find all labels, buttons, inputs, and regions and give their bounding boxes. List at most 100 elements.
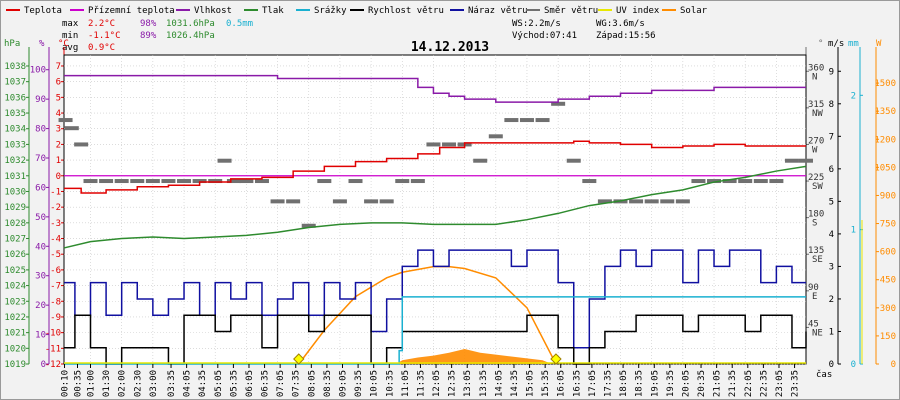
time-tick-label: 02:00	[118, 370, 128, 397]
wind-direction-mark	[332, 199, 347, 204]
hpa-axis-tick-label: 1036	[4, 93, 26, 103]
w-axis-tick-label: 1200	[874, 135, 896, 145]
wind-direction-mark	[145, 179, 160, 184]
time-tick-label: 07:35	[292, 370, 302, 397]
wind-direction-mark	[208, 179, 223, 184]
ms-axis-tick-label: 4	[829, 230, 834, 240]
time-tick-label: 03:35	[167, 370, 177, 397]
humidity-line	[64, 74, 806, 103]
wind-direction-mark	[551, 101, 566, 106]
temp-axis-tick-label: -7	[50, 282, 61, 292]
temp-axis-tick-label: 5	[56, 93, 61, 103]
temp-axis-tick-label: -8	[50, 297, 61, 307]
dir-axis-tick-label: 225	[808, 173, 824, 183]
wind-direction-mark	[504, 118, 519, 123]
time-tick-label: 01:00	[87, 370, 97, 397]
plot-area	[58, 54, 813, 365]
dir-axis-tick-label: 270	[808, 136, 824, 146]
hpa-axis-tick-label: 1023	[4, 297, 26, 307]
time-tick-label: 11:35	[416, 370, 426, 397]
legend-label: Vlhkost	[194, 6, 232, 16]
pct-axis-tick-label: 70	[35, 154, 46, 164]
wind-direction-mark	[254, 179, 269, 184]
w-axis-tick-label: 1350	[874, 107, 896, 117]
legend-label: UV index	[616, 6, 660, 16]
stats-avg-label: avg	[62, 43, 78, 53]
mm-axis-tick-label: 0	[851, 360, 856, 370]
time-tick-label: 16:05	[557, 370, 567, 397]
time-tick-label: 04:05	[183, 370, 193, 397]
dir-axis-tick-label: NW	[812, 109, 823, 119]
temp-axis-tick-label: 2	[56, 140, 61, 150]
axis-title-hpa: hPa	[4, 39, 20, 49]
stats-ws: WS:2.2m/s	[512, 19, 561, 29]
wind-gust-line	[64, 249, 806, 349]
hpa-axis-tick-label: 1022	[4, 313, 26, 323]
wind-direction-mark	[644, 199, 659, 204]
wind-direction-mark	[379, 199, 394, 204]
hpa-axis-tick-label: 1024	[4, 282, 26, 292]
ms-axis-tick-label: 0	[829, 360, 834, 370]
hpa-axis-tick-label: 1027	[4, 235, 26, 245]
time-tick-label: 12:05	[432, 370, 442, 397]
time-tick-label: 16:35	[572, 370, 582, 397]
wind-direction-mark	[519, 118, 534, 123]
dir-axis-tick-label: 180	[808, 210, 824, 220]
stats-max-press: 1031.6hPa	[166, 19, 215, 29]
wind-direction-mark	[799, 158, 813, 163]
ms-axis-tick-label: 1	[829, 327, 834, 337]
pct-axis-tick-label: 60	[35, 183, 46, 193]
time-axis-label: čas	[816, 369, 832, 380]
pct-axis-tick-label: 90	[35, 95, 46, 105]
time-tick-label: 03:00	[149, 370, 159, 397]
hpa-axis-tick-label: 1038	[4, 62, 26, 72]
time-tick-label: 02:30	[133, 370, 143, 397]
time-tick-label: 14:05	[494, 370, 504, 397]
pct-axis-tick-label: 20	[35, 301, 46, 311]
temp-axis-tick-label: -10	[45, 329, 61, 339]
wind-direction-mark	[535, 118, 550, 123]
time-tick-label: 05:05	[214, 370, 224, 397]
wind-direction-mark	[64, 126, 79, 131]
temp-axis-tick-label: -3	[50, 219, 61, 229]
dir-axis-tick-label: 135	[808, 246, 824, 256]
legend-label: Tlak	[262, 6, 284, 16]
wind-direction-mark	[410, 179, 425, 184]
pct-axis-tick-label: 30	[35, 272, 46, 282]
wind-direction-mark	[566, 158, 581, 163]
time-tick-label: 13:35	[479, 370, 489, 397]
temp-axis-tick-label: -11	[45, 344, 61, 354]
dir-axis-tick-label: SE	[812, 255, 823, 265]
time-tick-label: 05:35	[229, 370, 239, 397]
time-tick-label: 15:35	[541, 370, 551, 397]
dir-axis-tick-label: 315	[808, 100, 824, 110]
temp-axis-tick-label: 6	[56, 78, 61, 88]
wind-direction-mark	[74, 142, 89, 147]
time-tick-label: 14:35	[510, 370, 520, 397]
wind-direction-mark	[348, 179, 363, 184]
time-tick-label: 18:35	[635, 370, 645, 397]
temp-axis-tick-label: 1	[56, 156, 61, 166]
plot-background	[63, 54, 807, 365]
wind-direction-mark	[226, 179, 241, 184]
wind-direction-mark	[270, 199, 285, 204]
hpa-axis-tick-label: 1032	[4, 156, 26, 166]
stats-max-label: max	[62, 19, 79, 29]
wind-direction-mark	[597, 199, 612, 204]
time-tick-label: 06:05	[245, 370, 255, 397]
pct-axis-tick-label: 40	[35, 242, 46, 252]
axis-title-ms: m/s	[828, 39, 844, 49]
wind-direction-mark	[660, 199, 675, 204]
wind-direction-mark	[177, 179, 192, 184]
hpa-axis-tick-label: 1031	[4, 172, 26, 182]
wind-direction-mark	[722, 179, 737, 184]
precipitation-line	[64, 296, 806, 365]
stats-block: max 2.2°C 98% 1031.6hPa 0.5mm min -1.1°C…	[62, 19, 656, 53]
temp-axis-tick-label: 0	[56, 172, 61, 182]
time-tick-label: 18:05	[619, 370, 629, 397]
dir-axis-tick-label: 90	[808, 283, 819, 293]
axes: 1019102010211022102310241025102610271028…	[4, 47, 896, 370]
time-tick-label: 20:35	[697, 370, 707, 397]
time-tick-label: 11:05	[401, 370, 411, 397]
